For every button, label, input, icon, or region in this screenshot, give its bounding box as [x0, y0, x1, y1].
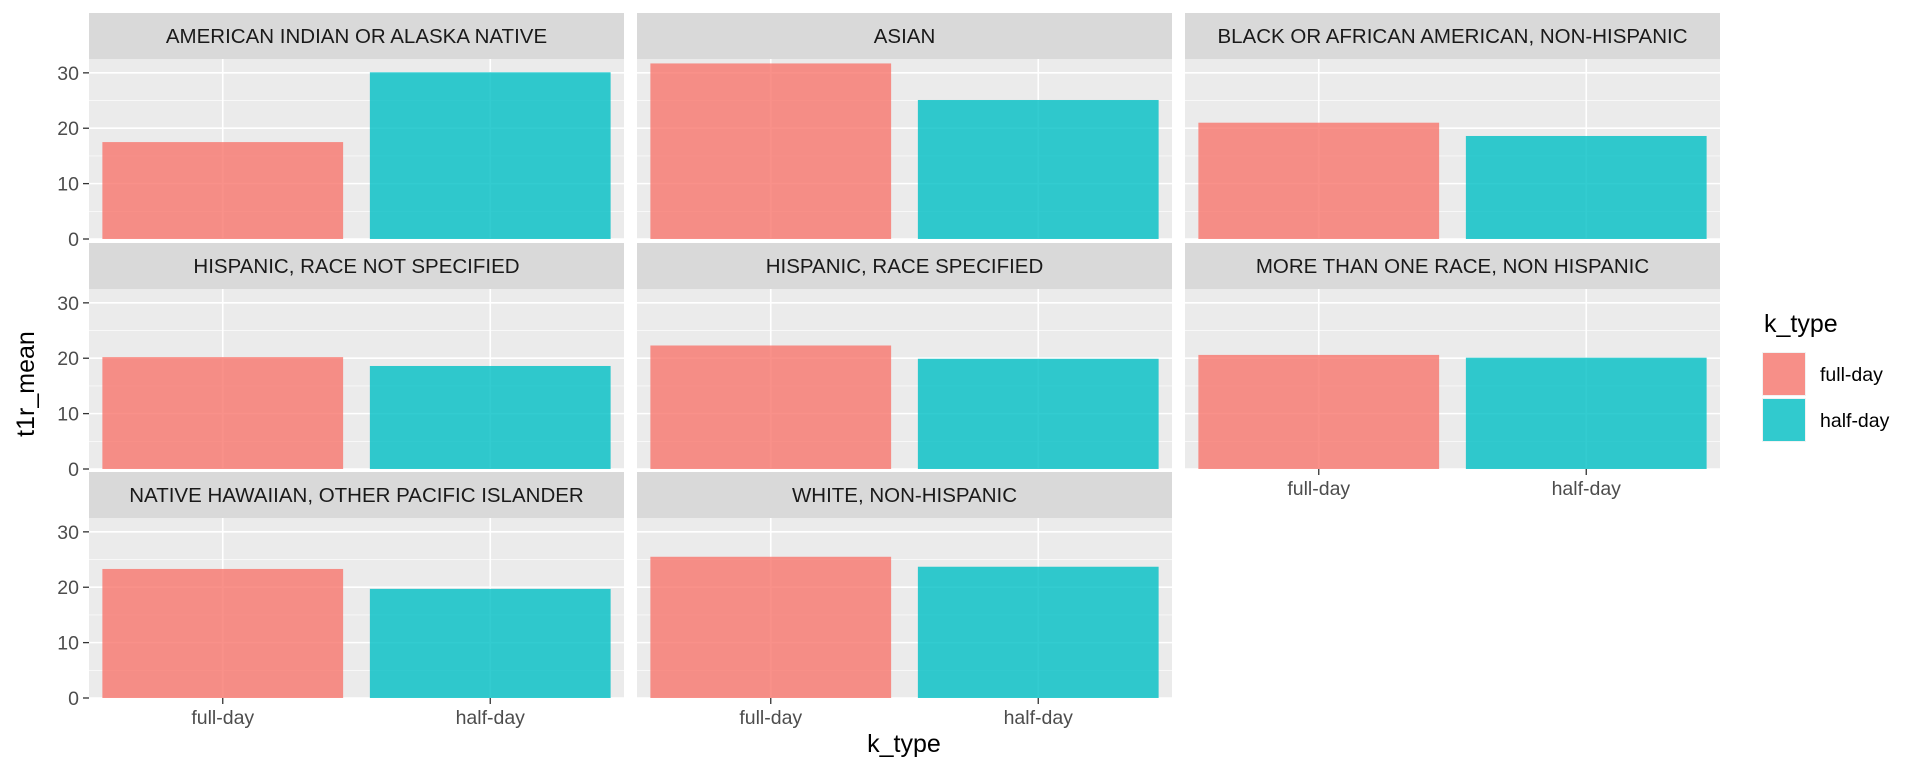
y-tick-label: 20 [57, 577, 79, 599]
y-tick-label: 30 [57, 293, 79, 315]
legend-label: half-day [1820, 410, 1890, 432]
facet-title: HISPANIC, RACE SPECIFIED [766, 255, 1044, 278]
legend-key-half-day [1763, 399, 1805, 441]
bar-full-day [102, 357, 344, 469]
facet-panels: AMERICAN INDIAN OR ALASKA NATIVE0102030A… [57, 13, 1720, 729]
x-tick-label: half-day [456, 707, 526, 729]
bar-half-day [369, 365, 611, 469]
x-axis-title: k_type [867, 730, 941, 758]
y-tick-label: 10 [57, 404, 79, 426]
facet-title: MORE THAN ONE RACE, NON HISPANIC [1256, 255, 1650, 278]
facet-title: AMERICAN INDIAN OR ALASKA NATIVE [166, 25, 547, 48]
facet-title: HISPANIC, RACE NOT SPECIFIED [193, 255, 519, 278]
facet-strip [89, 243, 624, 289]
bar-half-day [917, 358, 1159, 469]
y-tick-label: 30 [57, 522, 79, 544]
x-tick-label: full-day [1287, 478, 1350, 500]
bar-full-day [650, 345, 892, 469]
facet-strip [1185, 243, 1720, 289]
facet-panel-more-than-one-race-non-hispanic: MORE THAN ONE RACE, NON HISPANIC full-day… [1185, 243, 1720, 500]
x-tick-label: half-day [1004, 707, 1074, 729]
y-tick-label: 10 [57, 633, 79, 655]
legend-label: full-day [1820, 364, 1883, 386]
facet-strip [89, 472, 624, 518]
facet-strip [89, 13, 624, 59]
legend-key-full-day [1763, 353, 1805, 395]
x-tick-label: half-day [1552, 478, 1622, 500]
bar-half-day [369, 588, 611, 698]
facet-title: WHITE, NON-HISPANIC [792, 484, 1017, 507]
facet-panel-native-hawaiian-other-pacific-islander: NATIVE HAWAIIAN, OTHER PACIFIC ISLANDER 0… [57, 472, 624, 729]
y-tick-label: 10 [57, 174, 79, 196]
bar-full-day [1198, 122, 1440, 239]
bar-half-day [1465, 135, 1707, 239]
facet-panel-white-non-hispanic: WHITE, NON-HISPANIC full-day half-day [637, 472, 1172, 729]
facet-panel-hispanic-race-specified: HISPANIC, RACE SPECIFIED [637, 243, 1172, 470]
bar-full-day [102, 142, 344, 239]
bar-half-day [1465, 357, 1707, 469]
x-tick-label: full-day [191, 707, 254, 729]
facet-panel-hispanic-race-not-specified: HISPANIC, RACE NOT SPECIFIED 0 10 20 30 [57, 243, 624, 481]
y-tick-label: 30 [57, 63, 79, 85]
facet-panel-black-or-african-american-non-hispanic: BLACK OR AFRICAN AMERICAN, NON-HISPANIC [1185, 13, 1720, 240]
facet-title: NATIVE HAWAIIAN, OTHER PACIFIC ISLANDER [129, 484, 583, 507]
facet-panel-american-indian-or-alaska-native: AMERICAN INDIAN OR ALASKA NATIVE 0 10 20 30 [57, 13, 624, 251]
y-tick-label: 20 [57, 348, 79, 370]
y-tick-label: 0 [68, 688, 79, 710]
facet-panel-asian: ASIAN [637, 13, 1172, 240]
y-tick-label: 0 [68, 229, 79, 251]
legend-title: k_type [1764, 310, 1838, 338]
facet-strip [637, 13, 1172, 59]
legend: k_type full-day half-day [1762, 310, 1890, 442]
bar-full-day [650, 63, 892, 239]
bar-full-day [1198, 354, 1440, 469]
facet-title: BLACK OR AFRICAN AMERICAN, NON-HISPANIC [1217, 25, 1687, 48]
y-tick-label: 0 [68, 459, 79, 481]
bar-full-day [650, 556, 892, 698]
y-tick-label: 20 [57, 118, 79, 140]
y-axis-title: t1r_mean [12, 331, 40, 437]
facet-strip [1185, 13, 1720, 59]
bar-half-day [917, 99, 1159, 239]
facet-strip [637, 243, 1172, 289]
facet-strip [637, 472, 1172, 518]
bar-half-day [917, 566, 1159, 698]
bar-half-day [369, 72, 611, 240]
x-tick-label: full-day [739, 707, 802, 729]
bar-full-day [102, 568, 344, 698]
facet-title: ASIAN [874, 25, 936, 48]
